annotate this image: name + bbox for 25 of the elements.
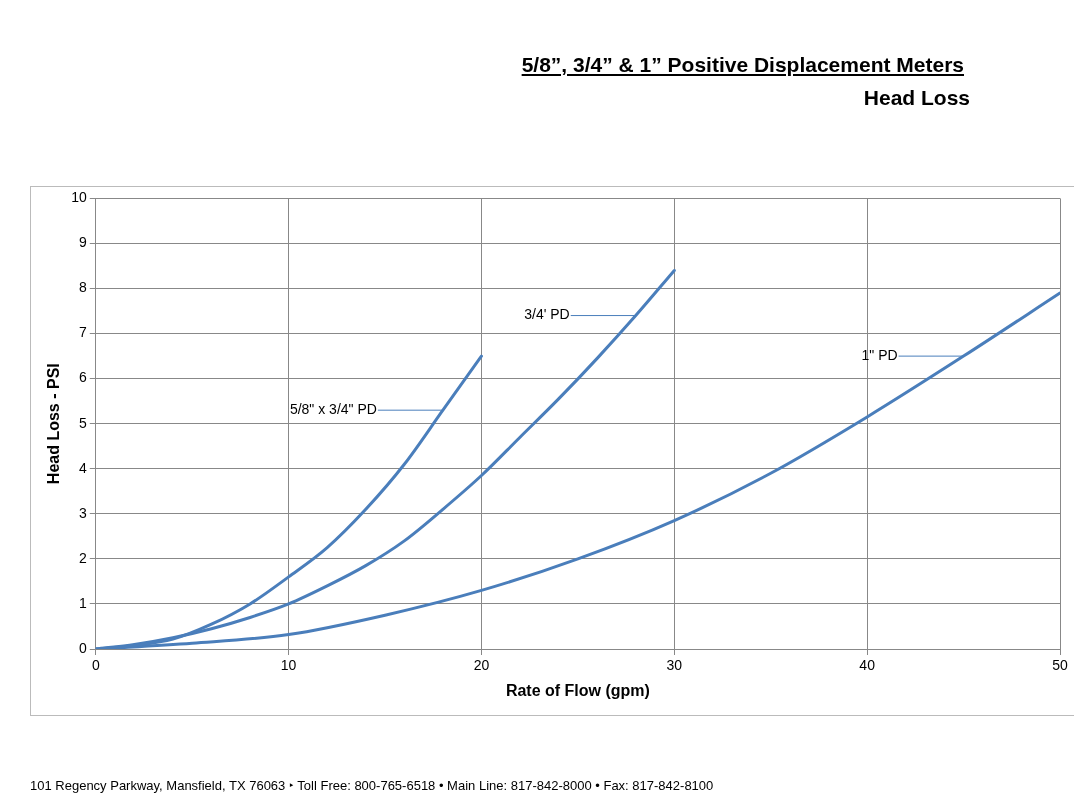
legend-label: 3/4' PD <box>524 306 570 323</box>
legend-label: 5/8" x 3/4" PD <box>289 401 377 418</box>
y-tick-label: 4 <box>78 459 87 476</box>
chart-subtitle: Head Loss <box>863 86 970 110</box>
y-tick-label: 6 <box>78 369 87 386</box>
y-tick-label: 0 <box>78 639 87 656</box>
x-tick-label: 50 <box>1052 657 1068 674</box>
x-tick-label: 10 <box>280 657 297 674</box>
y-tick-label: 5 <box>78 414 87 431</box>
y-tick-label: 2 <box>78 549 87 566</box>
x-tick-label: 20 <box>473 657 490 674</box>
y-tick-label: 7 <box>78 324 87 341</box>
y-tick-label: 9 <box>78 234 87 251</box>
y-tick-label: 8 <box>78 279 87 296</box>
y-tick-label: 1 <box>78 594 87 611</box>
x-tick-label: 40 <box>859 657 876 674</box>
legend-label: 1" PD <box>861 346 898 363</box>
x-axis-title: Rate of Flow (gpm) <box>505 681 650 699</box>
x-tick-label: 0 <box>91 657 100 674</box>
y-tick-label: 3 <box>78 504 87 521</box>
chart-title: 5/8”, 3/4” & 1” Positive Displacement Meters <box>521 53 964 77</box>
y-axis-title: Head Loss - PSI <box>45 363 63 485</box>
x-tick-label: 30 <box>666 657 683 674</box>
text: 101 Regency Parkway, Mansfield, TX 76063 ‣ Toll Free: 800-765-6518 • Main Line: 817-842-8000 • Fax: 817-842-8100 <box>30 777 714 794</box>
y-tick-label: 10 <box>71 189 87 206</box>
